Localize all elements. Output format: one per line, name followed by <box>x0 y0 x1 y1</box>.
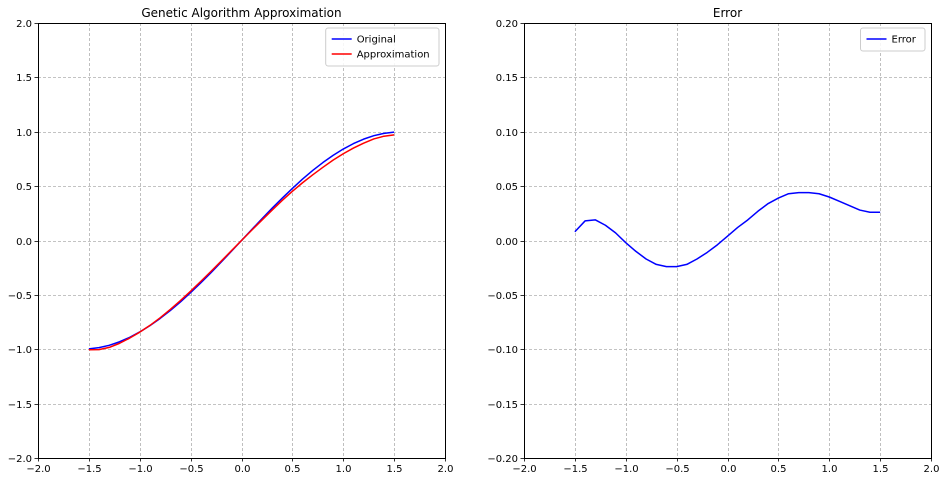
y-tick-label: 0.10 <box>496 128 518 139</box>
x-tick-label: 0.0 <box>235 464 251 475</box>
legend-box <box>325 27 440 67</box>
y-tick-label: −0.20 <box>487 454 518 465</box>
x-tick-label: −1.0 <box>614 464 638 475</box>
x-tick-label: −2.0 <box>512 464 536 475</box>
y-tick-label: 0.05 <box>496 182 518 193</box>
x-tick-label: −1.5 <box>563 464 587 475</box>
x-tick-label: 1.5 <box>873 464 889 475</box>
x-tick-label: 0.0 <box>721 464 737 475</box>
y-tick-label: 0.20 <box>496 19 518 30</box>
legend-label: Approximation <box>357 50 430 61</box>
series-lines <box>88 131 395 351</box>
y-tick-label: 2.0 <box>16 19 32 30</box>
y-tick-label: 0.0 <box>16 237 32 248</box>
legend-box <box>860 27 926 52</box>
y-tick-label: 0.00 <box>496 237 518 248</box>
y-ticks: −2.0 −1.5 −1.0 −0.5 0.0 0.5 1.0 1.5 2.0 <box>8 19 38 465</box>
plot-frame <box>524 23 931 458</box>
y-tick-label: −0.15 <box>487 400 518 411</box>
x-tick-label: 1.5 <box>387 464 403 475</box>
legend: Original Approximation <box>325 27 440 67</box>
y-tick-label: −2.0 <box>8 454 32 465</box>
y-tick-label: −0.10 <box>487 345 518 356</box>
x-tick-label: −2.0 <box>26 464 50 475</box>
x-tick-label: 0.5 <box>285 464 301 475</box>
legend: Error <box>860 27 926 52</box>
axes-border <box>524 23 932 459</box>
x-tick-label: −1.0 <box>128 464 152 475</box>
x-tick-label: 2.0 <box>438 464 454 475</box>
x-tick-label: 1.0 <box>336 464 352 475</box>
y-ticks: −0.20 −0.15 −0.10 −0.05 0.00 0.05 0.10 0.15 0.20 <box>487 19 524 465</box>
y-tick-label: −0.05 <box>487 291 518 302</box>
series-line-error <box>574 191 881 268</box>
x-tick-label: −1.5 <box>77 464 101 475</box>
y-tick-label: 0.15 <box>496 73 518 84</box>
error-plot: −2.0 −1.5 −1.0 −0.5 0.0 0.5 1.0 1.5 2.0 −0.20−0.… <box>487 6 939 475</box>
y-tick-label: 1.0 <box>16 128 32 139</box>
y-tick-label: −0.5 <box>8 291 32 302</box>
x-ticks: −2.0 −1.5 −1.0 −0.5 0.0 0.5 1.0 1.5 2.0 <box>26 458 453 475</box>
chart-title: Error <box>713 6 742 20</box>
x-tick-label: 0.5 <box>771 464 787 475</box>
chart-title: Genetic Algorithm Approximation <box>141 6 341 20</box>
y-tick-label: −1.0 <box>8 345 32 356</box>
legend-label: Original <box>357 35 396 46</box>
x-tick-label: 1.0 <box>822 464 838 475</box>
legend-label: Error <box>892 35 917 46</box>
series-line-approximation <box>88 134 395 351</box>
x-tick-label: −0.5 <box>665 464 689 475</box>
series-lines <box>574 191 881 268</box>
y-tick-label: 0.5 <box>16 182 32 193</box>
y-tick-label: 1.5 <box>16 73 32 84</box>
approximation-plot: −2.0 −1.5 −1.0 −0.5 0.0 0.5 1.0 1.5 2.0 −2.0 −1.5… <box>8 6 454 475</box>
x-ticks: −2.0 −1.5 −1.0 −0.5 0.0 0.5 1.0 1.5 2.0 <box>512 458 939 475</box>
y-tick-label: −1.5 <box>8 400 32 411</box>
axes-border <box>38 23 446 459</box>
x-tick-label: 2.0 <box>924 464 940 475</box>
x-tick-label: −0.5 <box>179 464 203 475</box>
